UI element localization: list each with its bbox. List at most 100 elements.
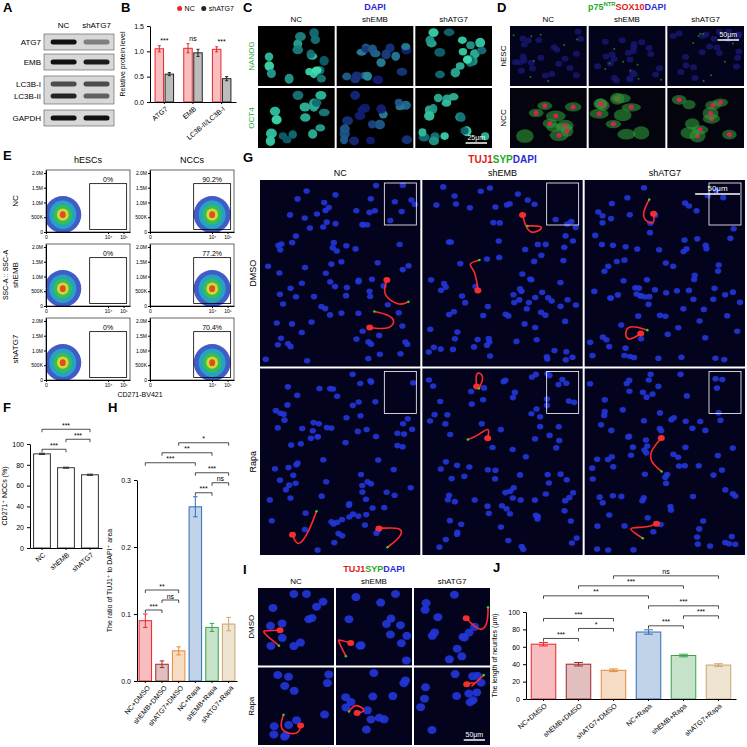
- tick-label: 10⁵: [120, 308, 128, 314]
- cell: [710, 472, 716, 478]
- cell: [312, 603, 321, 611]
- cell: [638, 78, 640, 80]
- figure: ABCDEFGHIJNCshATG7ATG7EMBLC3B-ILC3B-IIGA…: [0, 0, 747, 747]
- row-label: NANOG: [247, 41, 256, 70]
- cell: [534, 516, 540, 522]
- cell: [446, 239, 452, 245]
- cell: [642, 472, 648, 478]
- gate: [194, 332, 231, 378]
- cell: [676, 463, 682, 469]
- y-axis-tick: 0.3: [121, 477, 137, 484]
- tick-mark: [162, 681, 163, 683]
- cell: [710, 296, 716, 302]
- x-axis: NC+DMSOshEMB+DMSOshATG7+DMSONC+RapashEMB…: [123, 681, 237, 727]
- y-axis-tick: 1.5M: [136, 185, 150, 191]
- neurite: [292, 511, 316, 543]
- cell: [463, 681, 470, 687]
- cell: [267, 497, 273, 503]
- cell: [319, 109, 330, 116]
- error-bar-stem: [226, 77, 227, 81]
- cell: [643, 450, 649, 456]
- density-contour: [206, 208, 218, 220]
- cell: [701, 307, 707, 313]
- cell: [444, 412, 450, 418]
- flow-plot: 77.2%0500K1.0M1.5M2.0M010⁴10⁵: [135, 244, 234, 314]
- cell: [521, 321, 527, 327]
- neurite: [523, 215, 542, 232]
- cell: [730, 226, 736, 232]
- cell: [347, 640, 354, 646]
- cell: [594, 523, 600, 529]
- error-bar: [226, 617, 231, 630]
- tick-label: 2.0M: [136, 318, 147, 324]
- axis-title: CD271-BV421: [117, 391, 162, 398]
- cell: [636, 285, 642, 291]
- cell: [308, 129, 317, 138]
- cell: [431, 345, 437, 351]
- cell: [561, 125, 573, 136]
- error-bar-cap: [63, 468, 69, 469]
- cell: [280, 733, 289, 741]
- y-axis: 0.00.51.01.5: [134, 23, 150, 106]
- cell: [605, 264, 611, 270]
- micrograph: [510, 88, 587, 148]
- tick-label: 500K: [31, 214, 43, 220]
- significance-label: ns: [217, 475, 225, 482]
- image-background: [336, 588, 412, 666]
- cell: [677, 69, 684, 75]
- tick-mark: [578, 699, 579, 701]
- tick-mark: [148, 173, 150, 174]
- cell: [543, 242, 549, 248]
- micrograph: [667, 88, 744, 148]
- y-axis-tick: 1.0M: [32, 200, 46, 206]
- significance-label: *: [202, 435, 205, 442]
- significance-label: *: [595, 621, 598, 628]
- cell: [512, 390, 518, 396]
- image-background: [510, 26, 587, 86]
- error-bar-cap: [176, 646, 181, 647]
- x-axis-line: [151, 380, 235, 381]
- y-axis-tick: 500K: [135, 288, 150, 294]
- density-contour: [54, 279, 72, 299]
- cell: [396, 242, 402, 248]
- column-header: shEMB: [614, 15, 640, 24]
- cell: [421, 606, 430, 614]
- cell: [376, 599, 385, 607]
- cell: [572, 225, 578, 231]
- cell: [484, 256, 490, 262]
- significance-label: ***: [160, 37, 168, 44]
- scale-bar-label: 50μm: [466, 731, 484, 739]
- cell: [299, 330, 305, 336]
- cell: [497, 220, 503, 226]
- flow-density: [150, 244, 234, 306]
- cell: [621, 257, 627, 263]
- significance-label: ***: [208, 465, 216, 472]
- column-header: hESCs: [74, 155, 103, 165]
- cell: [332, 284, 338, 290]
- tick-label: LC3B-II/LC3B-I: [185, 105, 226, 141]
- cell: [647, 372, 653, 378]
- cell: [587, 340, 593, 346]
- cell: [284, 402, 290, 408]
- micrograph: [415, 26, 492, 86]
- cell: [386, 546, 389, 549]
- cell: [522, 247, 528, 253]
- density-contour: [209, 359, 215, 366]
- cell: [532, 436, 538, 442]
- cell: [630, 547, 636, 553]
- cell: [546, 111, 566, 122]
- cell: [614, 259, 620, 265]
- cell: [609, 63, 611, 65]
- cell: [295, 32, 306, 41]
- tick-label: shATG7+Rapa: [200, 684, 236, 724]
- image-background: [258, 668, 334, 746]
- significance-bracket: [212, 483, 229, 486]
- image-background: [336, 668, 412, 746]
- cell: [511, 300, 517, 306]
- cell: [410, 380, 416, 386]
- cell: [628, 452, 634, 458]
- cell: [467, 438, 470, 441]
- cell: [532, 497, 538, 503]
- blot-band: [51, 82, 77, 87]
- column-header: shATG7: [649, 168, 681, 178]
